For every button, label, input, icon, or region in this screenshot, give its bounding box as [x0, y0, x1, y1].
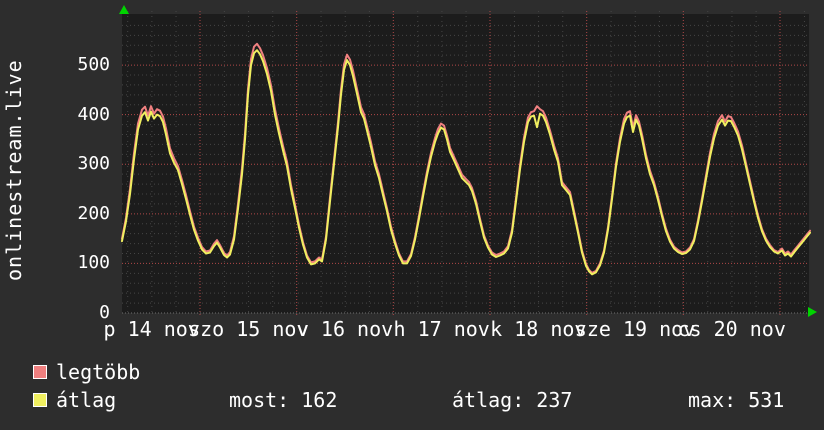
y-axis-tick-label: 400	[77, 103, 110, 125]
x-axis-day-label: v 16 nov	[296, 317, 394, 341]
series-line-avg	[121, 49, 811, 276]
y-axis-tick-label: 0	[99, 302, 110, 323]
y-axis-tick-label: 100	[77, 252, 110, 274]
legend-swatch-max	[33, 365, 47, 379]
x-axis-day-label: p 14 nov	[103, 317, 200, 341]
y-axis-tick-label: 300	[77, 153, 110, 175]
chart-vertical-title: onlinestream.live	[2, 59, 26, 281]
y-axis-arrow-icon	[119, 5, 129, 14]
series-line-max	[121, 42, 811, 274]
stat-max: max: 531	[688, 388, 785, 412]
stat-average: átlag: 237	[452, 388, 573, 412]
x-axis-day-label: h 17 nov	[393, 317, 490, 341]
legend-label-avg: átlag	[56, 388, 117, 412]
y-axis-tick-label: 500	[77, 54, 110, 76]
chart-canvas	[121, 11, 811, 316]
x-axis-arrow-icon	[808, 307, 817, 317]
y-axis-tick-label: 200	[77, 202, 110, 224]
x-axis-day-label: sze 19 nov	[574, 317, 696, 341]
legend-label-max: legtöbb	[56, 360, 141, 384]
stat-current: most: 162	[229, 388, 338, 412]
x-axis-day-label: cs 20 nov	[677, 317, 786, 341]
x-axis-day-label: k 18 nov	[490, 317, 587, 341]
legend-swatch-avg	[33, 393, 47, 407]
x-axis-day-label: szo 15 nov	[188, 317, 309, 341]
